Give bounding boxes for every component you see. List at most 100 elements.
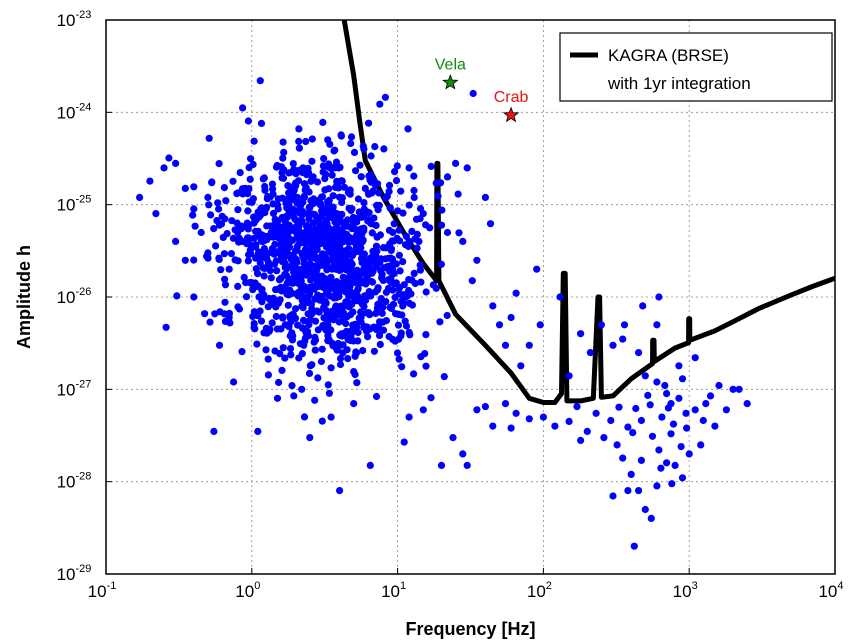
pulsar-point <box>294 321 302 329</box>
pulsar-point <box>260 237 268 245</box>
pulsar-point <box>334 339 342 348</box>
pulsar-point <box>416 205 425 213</box>
pulsar-point <box>189 211 197 219</box>
pulsar-point <box>280 148 288 156</box>
pulsar-point <box>304 210 312 218</box>
pulsar-point <box>323 220 331 228</box>
pulsar-point <box>454 190 462 198</box>
pulsar-point <box>239 104 247 112</box>
pulsar-point <box>452 159 460 167</box>
pulsar-point <box>263 222 271 230</box>
pulsar-point <box>347 139 355 148</box>
pulsar-point <box>637 456 646 464</box>
pulsar-points-layer <box>136 77 751 550</box>
pulsar-point <box>329 192 337 200</box>
pulsar-point <box>352 242 360 250</box>
pulsar-point <box>715 381 723 390</box>
pulsar-point <box>533 265 541 273</box>
pulsar-point <box>332 294 340 302</box>
pulsar-point <box>336 354 345 363</box>
pulsar-point <box>343 222 351 230</box>
pulsar-point <box>377 295 385 303</box>
pulsar-point <box>225 265 233 273</box>
pulsar-point <box>635 349 643 357</box>
pulsar-point <box>318 345 326 353</box>
pulsar-point <box>437 179 445 187</box>
pulsar-point <box>380 145 388 153</box>
pulsar-point <box>354 195 362 203</box>
y-tick-label: 10-29 <box>57 563 92 584</box>
pulsar-point <box>269 296 277 304</box>
pulsar-point <box>221 298 229 306</box>
pulsar-point <box>290 263 298 271</box>
pulsar-point <box>387 274 395 282</box>
pulsar-point <box>353 379 361 387</box>
pulsar-point <box>343 216 352 224</box>
pulsar-point <box>336 163 344 171</box>
pulsar-point <box>301 186 309 194</box>
pulsar-point <box>298 350 306 358</box>
pulsar-point <box>313 245 321 253</box>
pulsar-point <box>283 237 291 245</box>
y-tick-label: 10-23 <box>57 9 92 30</box>
pulsar-point <box>215 255 223 263</box>
pulsar-point <box>236 169 244 177</box>
pulsar-point <box>269 200 277 208</box>
pulsar-point <box>422 362 430 370</box>
pulsar-point <box>512 289 520 297</box>
pulsar-point <box>655 446 663 454</box>
pulsar-point <box>365 119 373 127</box>
pulsar-point <box>372 309 380 317</box>
pulsar-point <box>373 262 381 271</box>
pulsar-point <box>305 321 313 329</box>
pulsar-point <box>667 430 675 438</box>
pulsar-point <box>702 400 710 408</box>
pulsar-point <box>364 189 372 197</box>
pulsar-point <box>655 293 663 301</box>
pulsar-point <box>495 321 504 329</box>
pulsar-point <box>321 297 329 305</box>
pulsar-point <box>671 461 679 469</box>
pulsar-point <box>525 341 533 349</box>
pulsar-point <box>354 284 362 293</box>
pulsar-point <box>301 246 309 254</box>
pulsar-point <box>238 348 246 356</box>
pulsar-point <box>396 237 404 245</box>
pulsar-point <box>394 207 402 215</box>
y-tick-label: 10-27 <box>57 378 92 399</box>
pulsar-point <box>292 255 300 264</box>
pulsar-point <box>301 334 309 342</box>
pulsar-point <box>404 125 412 133</box>
pulsar-point <box>205 134 213 142</box>
pulsar-point <box>295 125 303 133</box>
pulsar-point <box>408 301 416 309</box>
pulsar-point <box>647 514 655 523</box>
pulsar-point <box>371 143 379 151</box>
pulsar-point <box>291 215 299 223</box>
pulsar-point <box>319 118 327 126</box>
pulsar-point <box>392 310 400 318</box>
pulsar-point <box>260 245 268 253</box>
pulsar-point <box>393 162 401 170</box>
pulsar-point <box>217 266 225 274</box>
pulsar-point <box>347 258 355 266</box>
pulsar-point <box>286 345 295 353</box>
pulsar-point <box>365 291 373 299</box>
pulsar-point <box>350 400 358 408</box>
pulsar-point <box>711 422 719 430</box>
pulsar-point <box>395 251 403 259</box>
x-tick-label: 100 <box>235 580 260 601</box>
star-marker <box>442 73 459 90</box>
pulsar-point <box>356 315 364 323</box>
pulsar-point <box>363 327 371 335</box>
pulsar-point <box>397 187 405 195</box>
pulsar-point <box>329 309 337 317</box>
pulsar-point <box>338 177 346 185</box>
pulsar-point <box>357 173 365 181</box>
pulsar-point <box>360 302 368 311</box>
pulsar-point <box>468 277 476 285</box>
pulsar-point <box>268 180 277 188</box>
pulsar-point <box>324 163 333 171</box>
annotation-label: Crab <box>494 89 529 106</box>
pulsar-point <box>339 349 347 357</box>
